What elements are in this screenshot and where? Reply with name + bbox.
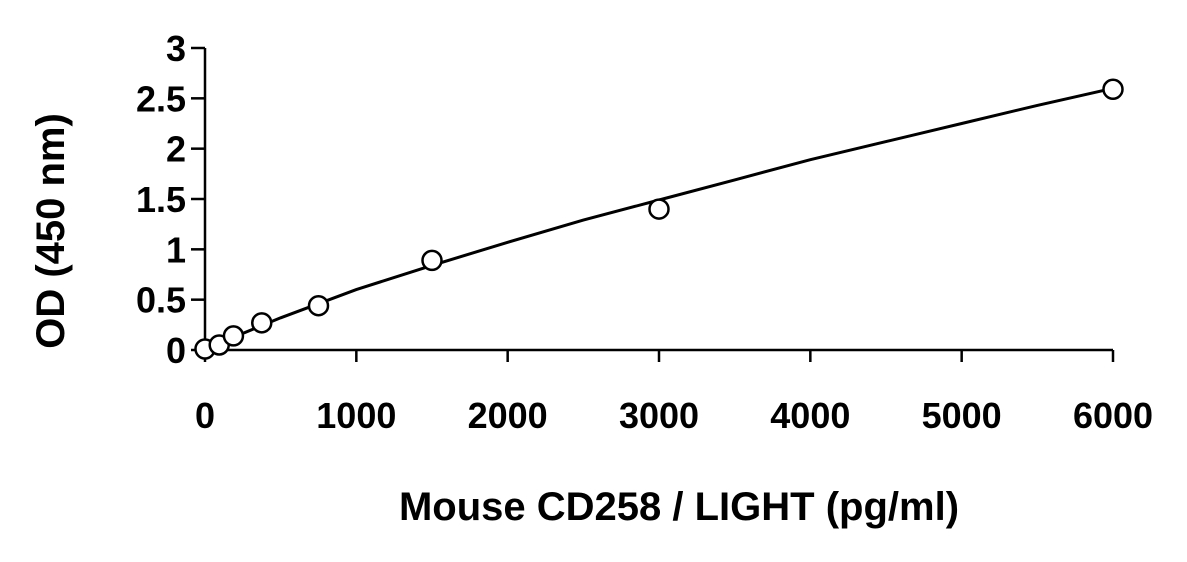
y-tick-label: 2.5 — [136, 78, 186, 119]
data-point — [251, 312, 273, 334]
plot-area — [194, 78, 1124, 360]
data-point — [307, 294, 330, 317]
x-axis-title: Mouse CD258 / LIGHT (pg/ml) — [399, 485, 959, 529]
data-point — [222, 325, 245, 347]
x-tick-label: 4000 — [770, 395, 850, 436]
x-tick-label: 0 — [195, 395, 215, 436]
y-tick-label: 0 — [166, 330, 186, 371]
x-tick-label: 5000 — [922, 395, 1002, 436]
y-tick-label: 1 — [166, 229, 186, 270]
y-tick-label: 0.5 — [136, 280, 186, 321]
x-tick-label: 6000 — [1073, 395, 1153, 436]
x-tick-label: 2000 — [468, 395, 548, 436]
x-axis: 0 1000 2000 3000 4000 5000 6000 — [195, 348, 1153, 436]
data-point — [421, 249, 443, 272]
x-tick-label: 1000 — [316, 395, 396, 436]
y-tick-label: 2 — [166, 129, 186, 170]
y-tick-label: 3 — [166, 28, 186, 69]
x-tick-label: 3000 — [619, 395, 699, 436]
data-point — [1102, 78, 1124, 101]
y-tick-label: 1.5 — [136, 179, 186, 220]
data-point — [648, 198, 670, 220]
y-axis-title: OD (450 nm) — [29, 113, 73, 349]
y-axis: 0 0.5 1 1.5 2 2.5 3 — [136, 28, 207, 371]
